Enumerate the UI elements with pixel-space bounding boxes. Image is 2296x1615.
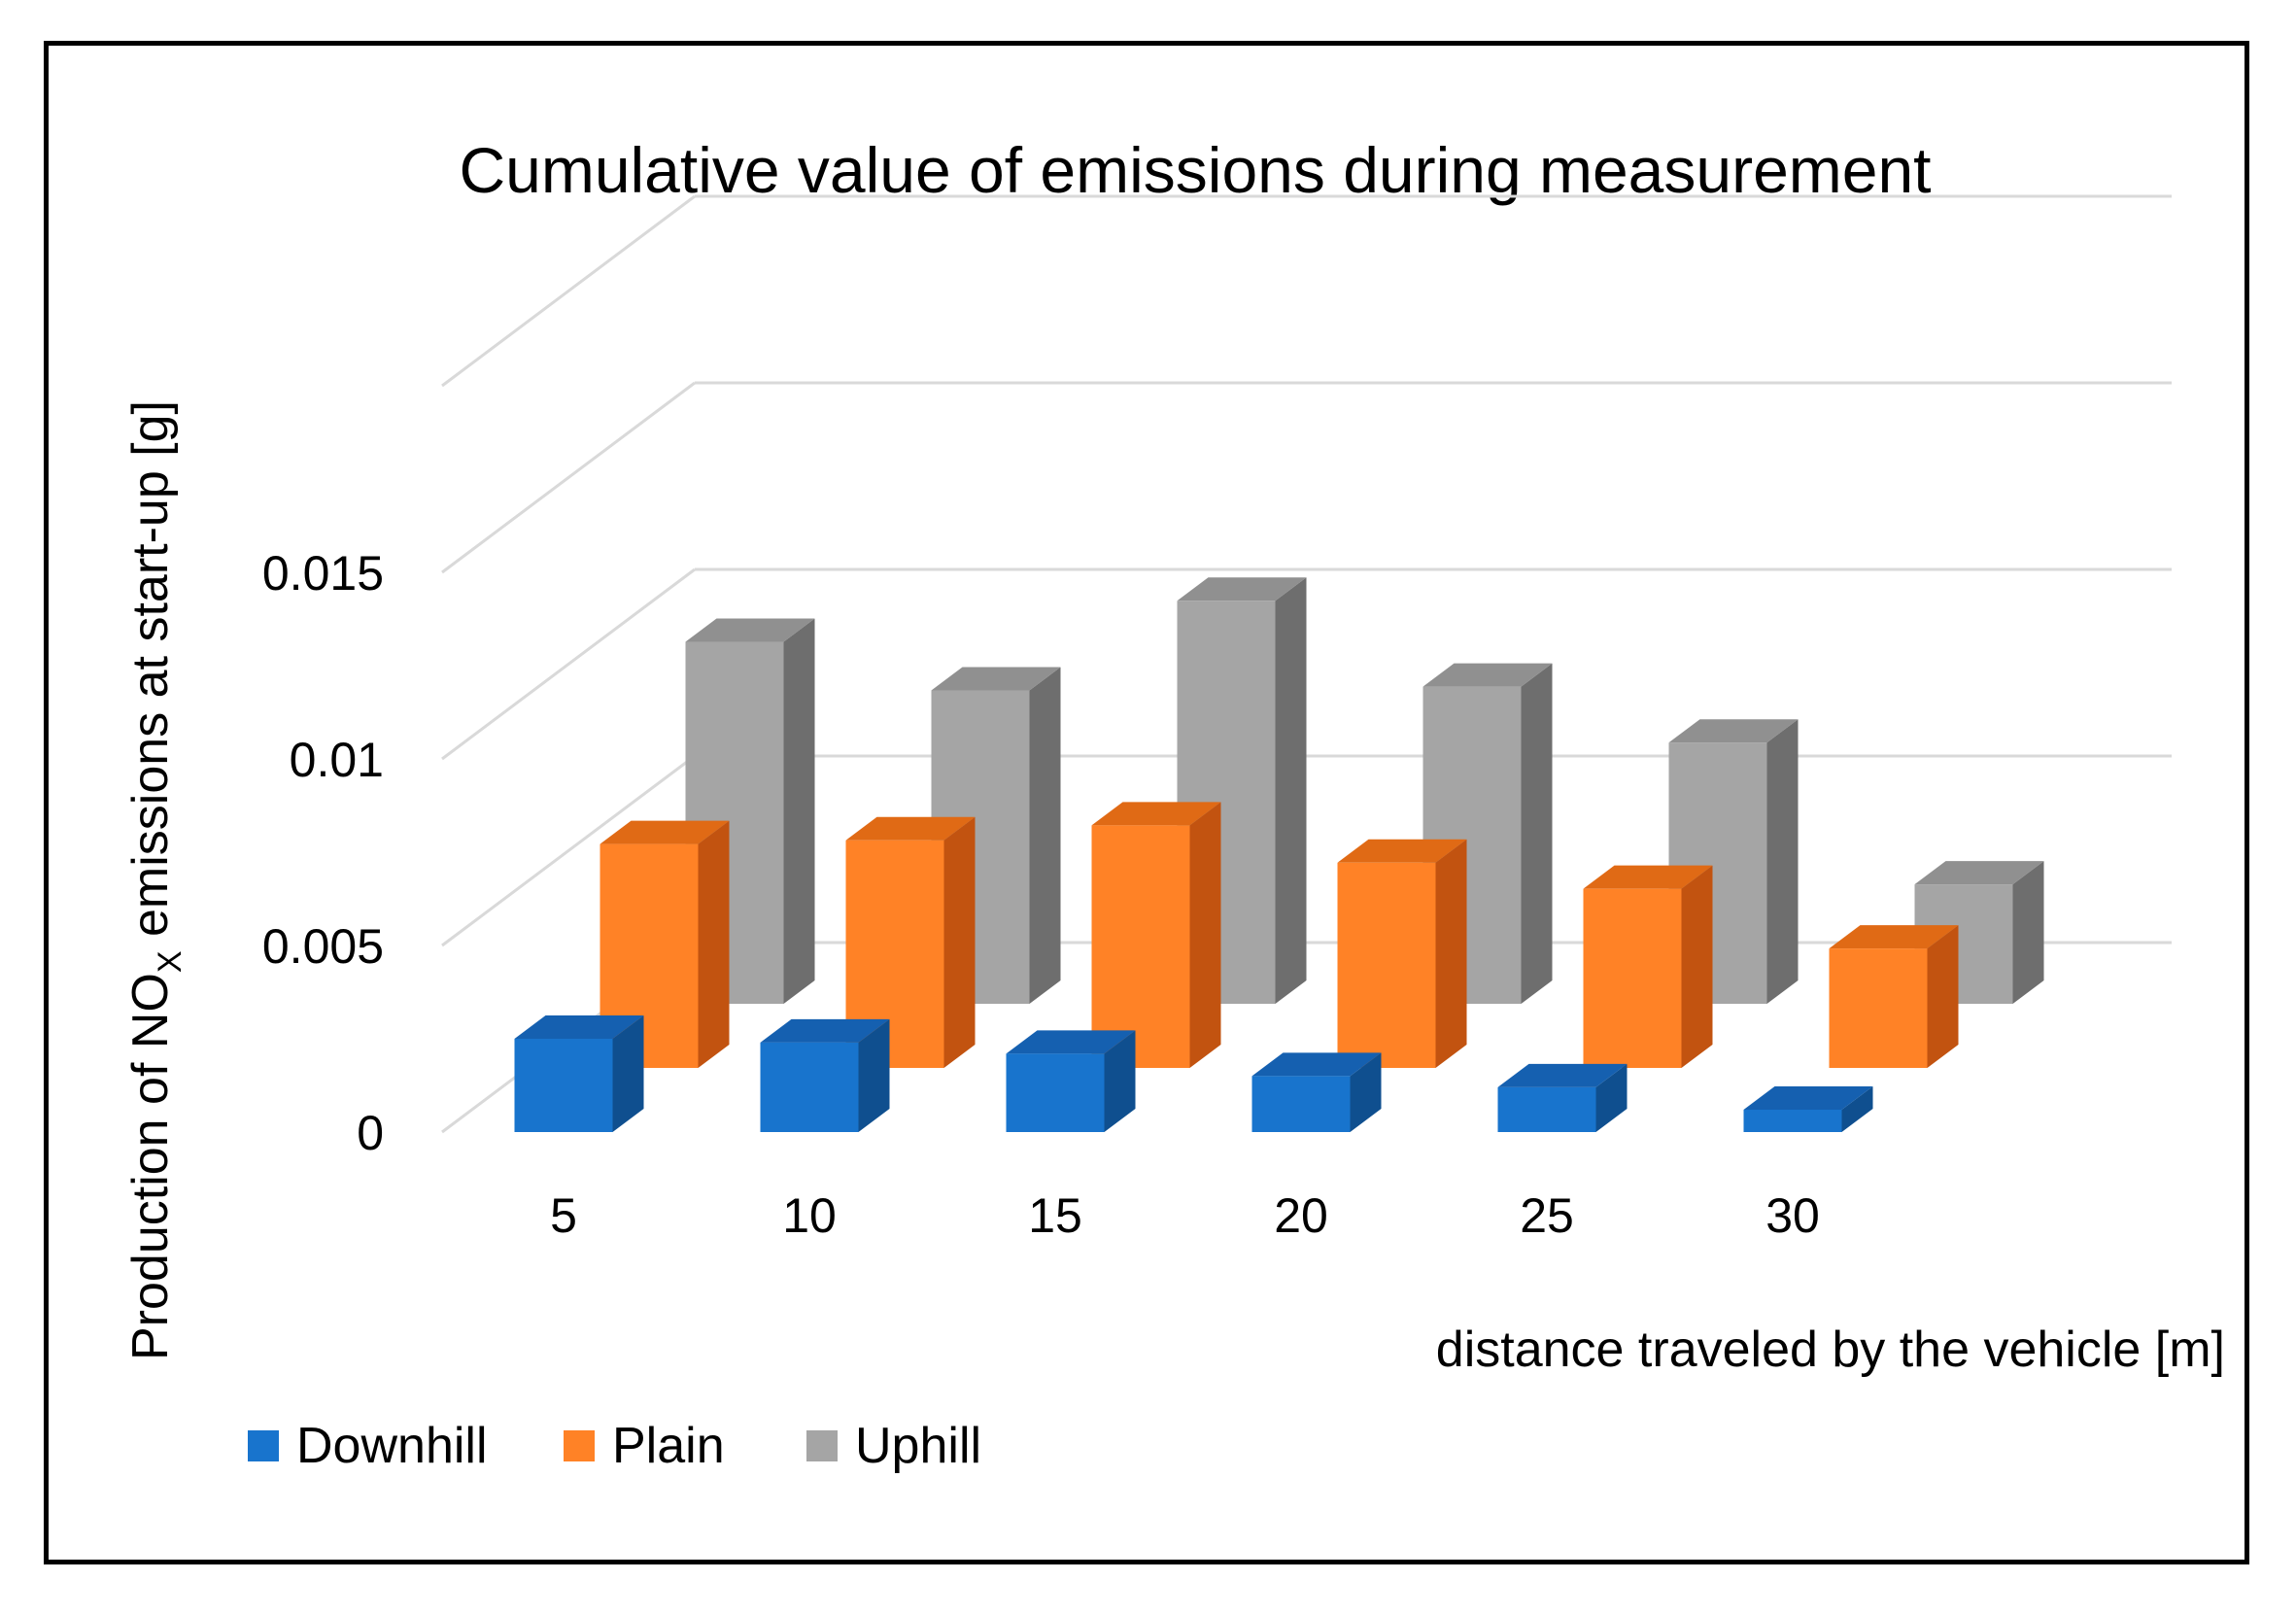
legend-label: Uphill (855, 1418, 981, 1474)
bar-side (1350, 1052, 1382, 1132)
legend-label: Plain (612, 1418, 725, 1474)
bar-uphill-30 (1914, 861, 2044, 1004)
bar-side (1521, 663, 1553, 1004)
x-tick-label: 20 (1274, 1188, 1328, 1243)
bar-side (1275, 577, 1307, 1004)
bar-top (1743, 1085, 1873, 1110)
bar-plain-15 (1091, 802, 1221, 1068)
legend: Downhill Plain Uphill (248, 1418, 981, 1474)
bar-top (1091, 802, 1221, 826)
bar-front (1497, 1086, 1596, 1132)
bar-top (1668, 719, 1799, 743)
bar-side (1029, 667, 1061, 1004)
legend-item-plain: Plain (564, 1418, 725, 1474)
gridline-diagonal (441, 567, 696, 761)
bar-top (1583, 865, 1713, 889)
bar-downhill-10 (760, 1018, 890, 1132)
bar-front (1251, 1076, 1351, 1132)
legend-item-downhill: Downhill (248, 1418, 488, 1474)
bar-side (1927, 925, 1959, 1068)
legend-label: Downhill (296, 1418, 488, 1474)
bar-front (1091, 825, 1190, 1068)
bar-side (943, 816, 976, 1068)
bar-side (1189, 802, 1221, 1068)
y-tick-label: 0.01 (290, 733, 384, 787)
gridline-diagonal (441, 194, 696, 388)
y-tick-label: 0.005 (262, 919, 384, 974)
bar-downhill-15 (1006, 1030, 1136, 1132)
legend-swatch (806, 1430, 838, 1461)
bar-side (698, 820, 730, 1068)
bar-side (1766, 719, 1799, 1004)
x-axis-ticks: 5 10 15 20 25 30 (550, 1188, 1820, 1243)
bar-front (1583, 888, 1682, 1068)
bar-front (1006, 1053, 1105, 1132)
x-tick-label: 5 (550, 1188, 577, 1243)
bar-plain-20 (1337, 839, 1467, 1068)
bar-side (1681, 865, 1713, 1068)
bar-downhill-30 (1743, 1085, 1873, 1132)
bar-top (1337, 839, 1467, 863)
legend-swatch (248, 1430, 279, 1461)
bar-front (514, 1039, 613, 1132)
bar-plain-25 (1583, 865, 1713, 1068)
bar-top (845, 816, 976, 841)
x-tick-label: 10 (782, 1188, 837, 1243)
gridline-diagonal (441, 754, 696, 947)
x-tick-label: 30 (1765, 1188, 1820, 1243)
bar-top (1914, 861, 2044, 885)
bar-top (1422, 663, 1553, 687)
bar-top (1177, 577, 1307, 601)
bar-downhill-20 (1251, 1052, 1382, 1132)
bar-top (931, 667, 1061, 691)
bar-plain-10 (845, 816, 976, 1068)
bar-top (1497, 1063, 1628, 1087)
bar-side (1435, 839, 1467, 1068)
bar-downhill-5 (514, 1015, 644, 1132)
bars (514, 577, 2044, 1132)
x-tick-label: 15 (1028, 1188, 1082, 1243)
legend-item-uphill: Uphill (806, 1418, 981, 1474)
bar-side (2012, 861, 2044, 1004)
bar-top (600, 820, 730, 844)
bar-top (760, 1018, 890, 1043)
bar-plain-30 (1829, 925, 1959, 1068)
bar-top (685, 618, 815, 642)
bar-front (1743, 1109, 1842, 1132)
bar-top (1251, 1052, 1382, 1077)
bar-front (1829, 948, 1928, 1068)
bar-side (858, 1018, 890, 1132)
bar-side (1104, 1030, 1136, 1132)
bar-top (1829, 925, 1959, 949)
bar-side (783, 618, 815, 1004)
bar-downhill-25 (1497, 1063, 1628, 1132)
bar-front (1337, 862, 1436, 1068)
bar-side (1595, 1063, 1628, 1132)
x-tick-label: 25 (1520, 1188, 1574, 1243)
y-axis-label: Production of NOX emissions at start-up … (122, 400, 188, 1360)
x-axis-label: distance traveled by the vehicle [m] (1436, 1322, 2225, 1378)
y-tick-label: 0.015 (262, 546, 384, 601)
bar-side (1841, 1085, 1873, 1132)
y-axis-ticks: 0 0.005 0.01 0.015 (262, 546, 384, 1160)
bar-side (612, 1015, 644, 1132)
bar-top (1006, 1030, 1136, 1054)
legend-swatch (564, 1430, 595, 1461)
bar-top (514, 1015, 644, 1039)
gridline-diagonal (441, 381, 696, 574)
bar-front (760, 1042, 859, 1132)
y-tick-label: 0 (357, 1106, 384, 1160)
chart-title: Cumulative value of emissions during mea… (459, 134, 1931, 206)
